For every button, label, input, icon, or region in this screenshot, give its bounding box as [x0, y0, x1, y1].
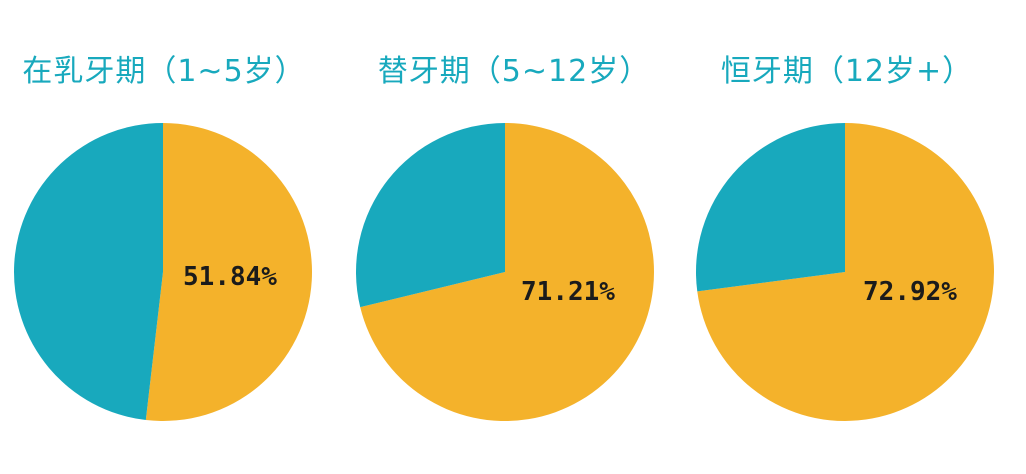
pie-slice-mixed-dentition-majority: [360, 123, 655, 421]
chart-title-permanent-dentition: 恒牙期（12岁+）: [720, 54, 974, 89]
pie-data-label-mixed-dentition: 71.21%: [521, 277, 615, 307]
chart-title-primary-dentition: 在乳牙期（1~5岁）: [22, 54, 306, 89]
pie-slice-mixed-dentition-remainder: [356, 123, 505, 308]
chart-title-mixed-dentition: 替牙期（5~12岁）: [377, 54, 651, 89]
pie-slice-primary-dentition-remainder: [14, 123, 164, 421]
pie-permanent-dentition: 72.92%: [696, 123, 994, 421]
pie-slice-primary-dentition-majority: [145, 123, 313, 421]
pie-primary-dentition: 51.84%: [14, 123, 313, 421]
pie-data-label-permanent-dentition: 72.92%: [863, 277, 957, 307]
pie-data-label-primary-dentition: 51.84%: [183, 262, 277, 292]
pie-slice-permanent-dentition-remainder: [696, 123, 845, 292]
pie-mixed-dentition: 71.21%: [356, 123, 655, 421]
pie-slice-permanent-dentition-majority: [697, 123, 994, 421]
